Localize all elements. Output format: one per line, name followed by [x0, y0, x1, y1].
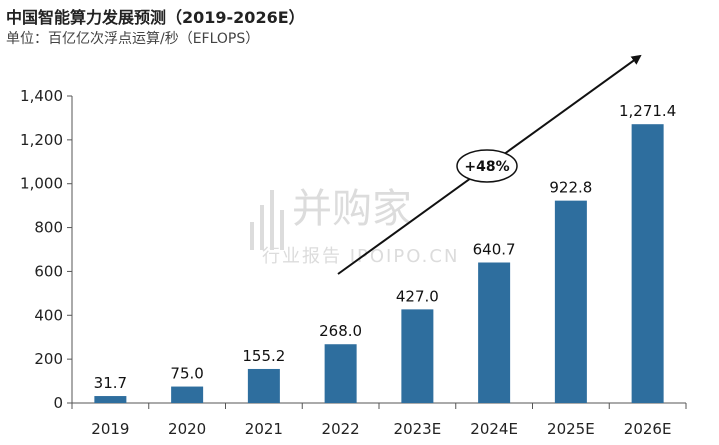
x-tick-label: 2019 [91, 420, 129, 438]
data-label: 922.8 [549, 179, 592, 197]
x-tick-label: 2025E [547, 420, 595, 438]
x-tick-label: 2022 [322, 420, 360, 438]
watermark-caption: 行业报告 IPOIPO.CN [262, 246, 459, 267]
data-label: 31.7 [94, 374, 127, 392]
x-tick-label: 2020 [168, 420, 206, 438]
x-tick-label: 2023E [394, 420, 442, 438]
bar [478, 262, 511, 403]
y-tick-label: 1,000 [20, 175, 63, 193]
y-tick-label: 1,200 [20, 131, 63, 149]
data-label: 75.0 [170, 365, 203, 383]
bar [631, 124, 664, 404]
data-label: 640.7 [473, 241, 516, 259]
y-tick-label: 0 [53, 394, 63, 412]
chart-title: 中国智能算力发展预测（2019-2026E） [6, 8, 305, 27]
growth-annotation-bubble [456, 149, 518, 183]
bar [247, 368, 280, 403]
chart-subtitle: 单位：百亿亿次浮点运算/秒（EFLOPS） [6, 31, 260, 47]
growth-annotation-label: +48% [464, 159, 509, 175]
x-tick-label: 2021 [245, 420, 283, 438]
y-tick-label: 400 [34, 306, 63, 324]
y-tick-label: 200 [34, 350, 63, 368]
data-label: 1,271.4 [619, 102, 676, 120]
bar [324, 344, 357, 403]
x-tick-label: 2026E [624, 420, 672, 438]
watermark-brand: 并购家 [292, 186, 412, 232]
watermark-logo-icon [250, 190, 284, 250]
bar [94, 396, 127, 403]
y-tick-label: 1,400 [20, 87, 63, 105]
watermark: 并购家 行业报告 IPOIPO.CN [250, 186, 459, 267]
growth-trend: +48% [337, 54, 642, 275]
bar [171, 386, 204, 403]
x-tick-label: 2024E [470, 420, 518, 438]
bar [554, 200, 587, 403]
data-label: 268.0 [319, 322, 362, 340]
bar [401, 309, 434, 403]
y-tick-label: 800 [34, 219, 63, 237]
data-label: 427.0 [396, 287, 439, 305]
y-tick-label: 600 [34, 262, 63, 280]
data-label: 155.2 [242, 347, 285, 365]
